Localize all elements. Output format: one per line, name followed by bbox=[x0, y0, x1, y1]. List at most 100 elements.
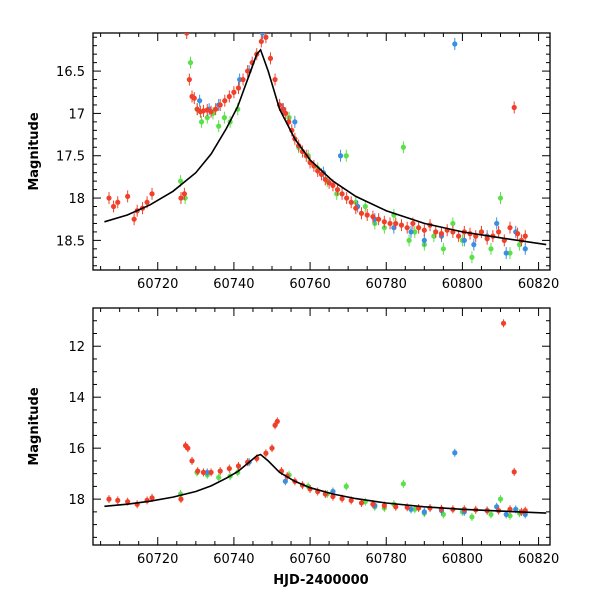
data-point bbox=[315, 168, 321, 174]
data-point bbox=[348, 497, 354, 504]
data-point bbox=[149, 191, 155, 197]
data-point bbox=[497, 496, 504, 502]
data-point bbox=[358, 210, 365, 216]
y-tick-label: 16 bbox=[68, 442, 85, 457]
data-point bbox=[452, 41, 458, 47]
data-point bbox=[149, 495, 155, 501]
data-point bbox=[334, 186, 341, 193]
data-point bbox=[515, 231, 521, 237]
data-point bbox=[195, 468, 201, 474]
data-point bbox=[283, 110, 289, 117]
data-point bbox=[513, 506, 519, 512]
data-point bbox=[343, 153, 349, 159]
plot-frame bbox=[92, 32, 551, 271]
data-point bbox=[461, 237, 467, 243]
y-tick-label: 17.5 bbox=[56, 150, 85, 165]
data-point bbox=[334, 191, 340, 197]
model-curve bbox=[104, 453, 547, 514]
data-point bbox=[408, 229, 414, 235]
data-point bbox=[217, 102, 223, 108]
y-axis-label: Magnitude bbox=[27, 387, 42, 466]
x-tick-label: 60780 bbox=[366, 552, 407, 567]
data-point bbox=[292, 119, 298, 125]
data-point bbox=[381, 219, 387, 225]
plot-area bbox=[104, 33, 547, 264]
data-point bbox=[393, 220, 399, 227]
data-point bbox=[393, 504, 399, 510]
data-point bbox=[213, 106, 219, 112]
data-point bbox=[391, 225, 397, 231]
data-series bbox=[106, 319, 528, 516]
data-point bbox=[330, 493, 336, 500]
data-point bbox=[348, 199, 354, 205]
data-point bbox=[500, 320, 507, 326]
data-point bbox=[125, 499, 131, 505]
data-point bbox=[507, 225, 513, 231]
data-point bbox=[115, 497, 121, 504]
data-point bbox=[408, 506, 414, 512]
data-point bbox=[339, 496, 345, 502]
data-point bbox=[358, 500, 365, 506]
data-series bbox=[106, 33, 528, 247]
x-tick-label: 60820 bbox=[518, 277, 559, 292]
data-point bbox=[144, 199, 150, 205]
data-point bbox=[115, 199, 121, 205]
data-point bbox=[522, 233, 528, 239]
data-point bbox=[318, 171, 325, 177]
data-point bbox=[272, 76, 278, 83]
data-series bbox=[197, 33, 528, 260]
data-point bbox=[263, 450, 269, 456]
x-tick-label: 60800 bbox=[442, 277, 483, 292]
data-point bbox=[326, 180, 332, 186]
data-point bbox=[182, 195, 188, 201]
data-point bbox=[412, 229, 418, 235]
x-tick-label: 60740 bbox=[213, 277, 254, 292]
y-tick-label: 18.5 bbox=[56, 234, 85, 249]
data-point bbox=[110, 203, 117, 210]
data-point bbox=[191, 95, 197, 101]
data-point bbox=[204, 115, 210, 121]
data-point bbox=[507, 506, 513, 512]
data-point bbox=[416, 225, 422, 231]
data-point bbox=[507, 250, 513, 256]
data-point bbox=[274, 418, 280, 425]
data-point bbox=[400, 144, 406, 150]
data-point bbox=[272, 422, 278, 428]
data-point bbox=[269, 445, 275, 451]
data-point bbox=[516, 242, 523, 248]
x-tick-labels: 60720 60740 60760 60780 60800 60820 bbox=[137, 277, 559, 292]
data-point bbox=[204, 469, 210, 475]
y-tick-labels: 16.5 17 17.5 18 18.5 bbox=[56, 65, 85, 249]
x-tick-label: 60820 bbox=[518, 552, 559, 567]
data-point bbox=[197, 98, 203, 104]
data-point bbox=[343, 483, 349, 489]
data-point bbox=[186, 76, 192, 83]
data-point bbox=[208, 469, 214, 475]
x-tick-label: 60780 bbox=[366, 277, 407, 292]
data-point bbox=[330, 182, 336, 188]
data-point bbox=[370, 501, 376, 507]
data-point bbox=[421, 237, 427, 243]
data-point bbox=[235, 463, 242, 469]
top-panel: 60720 60740 60760 60780 60800 60820 16.5 17 17.… bbox=[27, 32, 559, 292]
data-point bbox=[189, 458, 195, 464]
axis-ticks bbox=[93, 307, 550, 545]
data-point bbox=[106, 496, 112, 502]
data-point bbox=[216, 474, 222, 481]
x-tick-labels: 60720 60740 60760 60780 60800 60820 bbox=[137, 552, 559, 567]
data-point bbox=[438, 231, 445, 237]
y-tick-label: 17 bbox=[68, 107, 85, 122]
x-tick-label: 60760 bbox=[289, 552, 330, 567]
x-tick-label: 60740 bbox=[213, 552, 254, 567]
data-point bbox=[344, 195, 350, 201]
data-point bbox=[488, 246, 494, 252]
data-point bbox=[478, 229, 485, 235]
data-point bbox=[381, 502, 387, 509]
data-point bbox=[421, 227, 427, 233]
data-point bbox=[280, 106, 286, 112]
data-point bbox=[410, 220, 416, 227]
plot-frame bbox=[92, 307, 551, 546]
data-point bbox=[398, 222, 405, 228]
y-axis-label: Magnitude bbox=[27, 112, 42, 191]
